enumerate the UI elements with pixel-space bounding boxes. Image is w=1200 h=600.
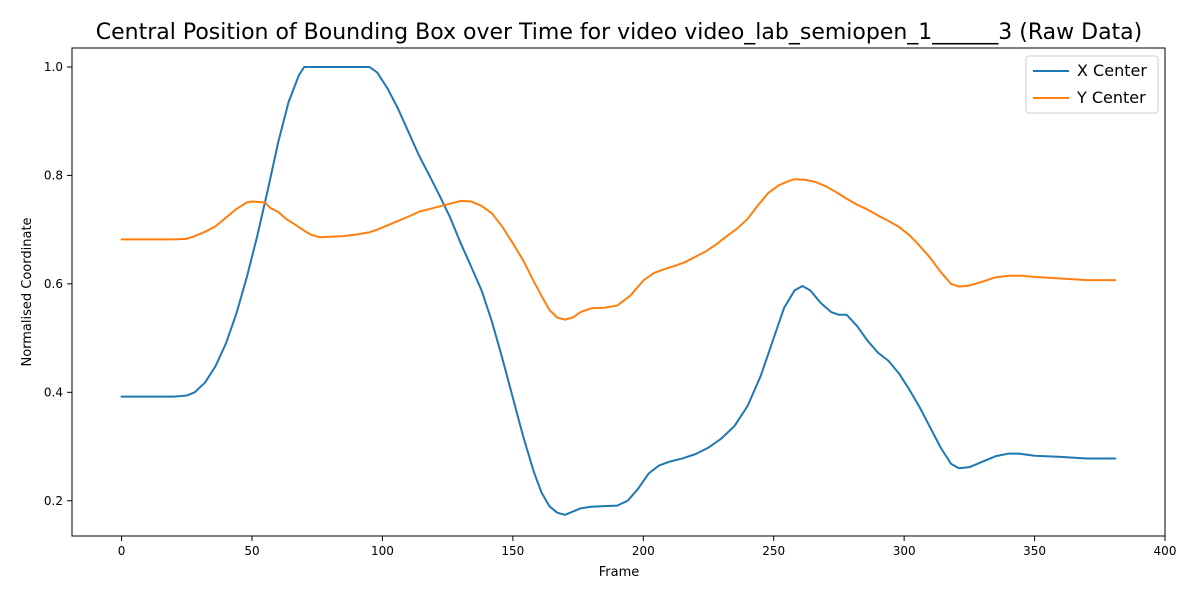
x-tick-label: 400 [1154,544,1177,558]
chart-title: Central Position of Bounding Box over Ti… [96,20,1143,45]
x-tick-label: 0 [118,544,126,558]
legend-label-x-center: X Center [1077,61,1147,80]
x-tick-label: 150 [501,544,524,558]
x-tick-label: 250 [762,544,785,558]
x-tick-label: 300 [893,544,916,558]
y-tick-label: 0.6 [44,277,63,291]
y-tick-label: 1.0 [44,60,63,74]
series-layer [120,65,1117,516]
x-tick-label: 350 [1023,544,1046,558]
plot-area [71,47,1166,537]
legend-label-y-center: Y Center [1076,88,1146,107]
x-axis: 0 50 100 150 200 250 300 350 400 [118,536,1177,558]
x-axis-label: Frame [599,565,640,580]
y-tick-label: 0.2 [44,494,63,508]
series-line-y-center [120,178,1117,321]
x-tick-label: 100 [371,544,394,558]
y-axis-label: Normalised Coordinate [20,217,35,366]
series-line-x-center [120,65,1117,516]
y-tick-label: 0.4 [44,385,63,399]
y-axis: 0.2 0.4 0.6 0.8 1.0 [44,60,72,508]
legend: X Center Y Center [1025,55,1159,114]
x-tick-label: 50 [244,544,259,558]
x-tick-label: 200 [632,544,655,558]
y-tick-label: 0.8 [44,168,63,182]
